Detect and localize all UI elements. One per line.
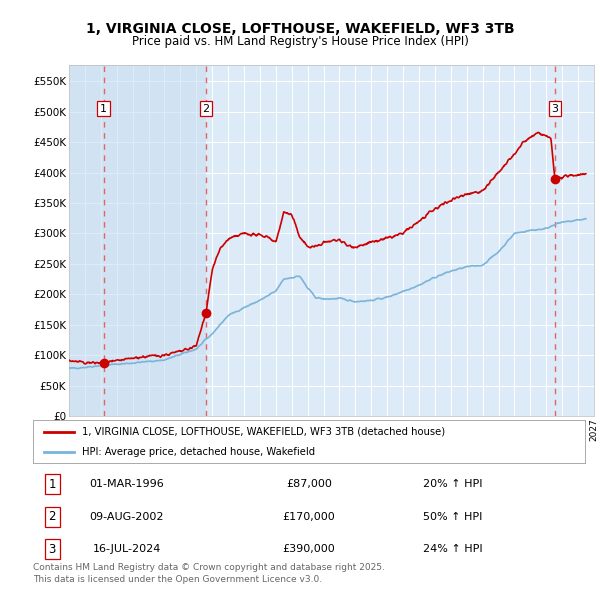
Text: 16-JUL-2024: 16-JUL-2024	[92, 545, 161, 554]
Text: £390,000: £390,000	[283, 545, 335, 554]
Text: 50% ↑ HPI: 50% ↑ HPI	[423, 512, 482, 522]
Text: £87,000: £87,000	[286, 480, 332, 489]
Bar	[69, 65, 206, 416]
Text: 1: 1	[100, 104, 107, 114]
Text: 3: 3	[551, 104, 559, 114]
Text: HPI: Average price, detached house, Wakefield: HPI: Average price, detached house, Wake…	[82, 447, 315, 457]
Text: 2: 2	[49, 510, 56, 523]
Text: This data is licensed under the Open Government Licence v3.0.: This data is licensed under the Open Gov…	[33, 575, 322, 584]
Text: £170,000: £170,000	[283, 512, 335, 522]
Text: 09-AUG-2002: 09-AUG-2002	[89, 512, 164, 522]
Text: Contains HM Land Registry data © Crown copyright and database right 2025.: Contains HM Land Registry data © Crown c…	[33, 563, 385, 572]
Text: 1: 1	[49, 478, 56, 491]
Text: 01-MAR-1996: 01-MAR-1996	[89, 480, 164, 489]
Text: 24% ↑ HPI: 24% ↑ HPI	[423, 545, 482, 554]
Text: 20% ↑ HPI: 20% ↑ HPI	[423, 480, 482, 489]
Text: 1, VIRGINIA CLOSE, LOFTHOUSE, WAKEFIELD, WF3 3TB (detached house): 1, VIRGINIA CLOSE, LOFTHOUSE, WAKEFIELD,…	[82, 427, 445, 437]
Text: 2: 2	[202, 104, 209, 114]
Text: 3: 3	[49, 543, 56, 556]
Text: 1, VIRGINIA CLOSE, LOFTHOUSE, WAKEFIELD, WF3 3TB: 1, VIRGINIA CLOSE, LOFTHOUSE, WAKEFIELD,…	[86, 22, 514, 36]
Text: Price paid vs. HM Land Registry's House Price Index (HPI): Price paid vs. HM Land Registry's House …	[131, 35, 469, 48]
